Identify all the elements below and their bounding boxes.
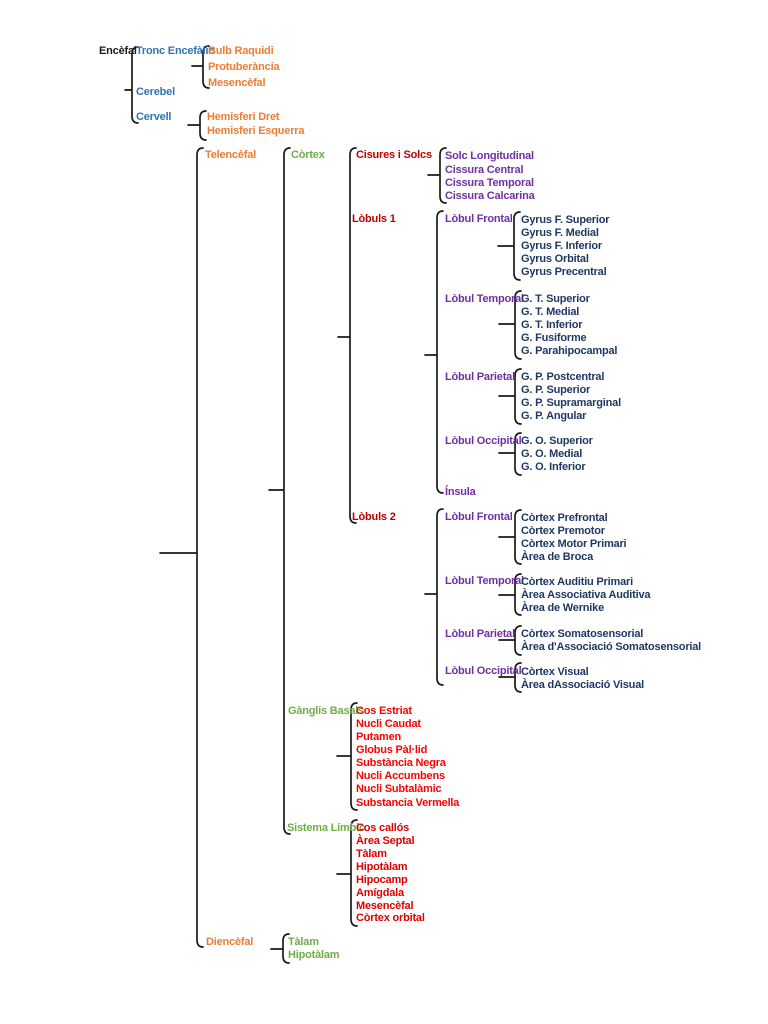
node-g-fusiforme: G. Fusiforme [521, 332, 587, 344]
bracket-connector [268, 147, 291, 835]
bracket-connector [498, 432, 522, 476]
node-cortex-prefrontal: Còrtex Prefrontal [521, 512, 608, 524]
node-area-dassociacio-visual: Àrea dAssociació Visual [521, 679, 644, 691]
node-sistema-limbic: Sistema Límbic [287, 822, 365, 834]
node-hipotalam: Hipotàlam [288, 949, 340, 961]
node-area-de-broca: Àrea de Broca [521, 551, 593, 563]
node-g-p-supramarginal: G. P. Supramarginal [521, 397, 621, 409]
bracket-connector [498, 290, 522, 360]
bracket-connector [336, 819, 358, 927]
node-cos-estriat: Cos Estriat [356, 705, 412, 717]
bracket-connector [427, 147, 447, 204]
node-lobul-occipital: Lòbul Occipital [445, 665, 522, 677]
node-lobul-temporal: Lòbul Temporal [445, 293, 524, 305]
node-cissura-temporal: Cissura Temporal [445, 177, 534, 189]
node-lobul-occipital: Lòbul Occipital [445, 435, 522, 447]
bracket-connector [498, 368, 522, 425]
node-g-t-superior: G. T. Superior [521, 293, 590, 305]
node-lobuls-2: Lòbuls 2 [352, 511, 396, 523]
node-encefal: Encèfal [99, 45, 137, 57]
node-g-p-postcentral: G. P. Postcentral [521, 371, 605, 383]
node-g-o-medial: G. O. Medial [521, 448, 583, 460]
bracket-connector [337, 147, 357, 524]
bracket-connector [187, 110, 207, 141]
node-hipotalam: Hipotàlam [356, 861, 408, 873]
node-lobul-parietal: Lòbul Parietal [445, 628, 515, 640]
node-talam: Tàlam [288, 936, 319, 948]
node-gyrus-f-superior: Gyrus F. Superior [521, 214, 610, 226]
node-putamen: Putamen [356, 731, 402, 743]
bracket-connector [498, 573, 522, 616]
node-insula: Ínsula [445, 486, 476, 498]
node-amigdala: Amígdala [356, 887, 404, 899]
node-hemisferi-esquerra: Hemisferi Esquerra [207, 125, 305, 137]
node-area-de-wernike: Àrea de Wernike [521, 602, 605, 614]
node-area-d-associacio-somatosensorial: Àrea d'Associació Somatosensorial [521, 641, 702, 653]
node-lobuls-1: Lòbuls 1 [352, 213, 396, 225]
bracket-connector [424, 508, 444, 686]
node-substancia-negra: Substància Negra [356, 757, 446, 769]
node-cortex-orbital: Còrtex orbital [356, 912, 425, 924]
node-gyrus-precentral: Gyrus Precentral [521, 266, 607, 278]
node-cortex-motor-primari: Còrtex Motor Primari [521, 538, 627, 550]
node-cortex-premotor: Còrtex Premotor [521, 525, 605, 537]
bracket-connector [336, 702, 358, 811]
node-g-p-superior: G. P. Superior [521, 384, 591, 396]
node-nucli-accumbens: Nucli Accumbens [356, 770, 445, 782]
bracket-connector [159, 147, 204, 948]
node-telencefal: Telencèfal [205, 149, 256, 161]
node-solc-longitudinal: Solc Longitudinal [445, 150, 534, 162]
node-gyrus-f-inferior: Gyrus F. Inferior [521, 240, 602, 252]
node-nucli-subtalamic: Nucli Subtalàmic [356, 783, 442, 795]
node-g-t-medial: G. T. Medial [521, 306, 580, 318]
node-cervell: Cervell [136, 111, 172, 123]
node-nucli-caudat: Nucli Caudat [356, 718, 421, 730]
node-hipocamp: Hipocamp [356, 874, 408, 886]
node-g-o-superior: G. O. Superior [521, 435, 593, 447]
node-lobul-frontal: Lòbul Frontal [445, 213, 513, 225]
node-tronc-encefalic: Tronc Encefàlic [136, 45, 215, 57]
node-lobul-parietal: Lòbul Parietal [445, 371, 515, 383]
node-g-p-angular: G. P. Angular [521, 410, 587, 422]
node-cisures-i-solcs: Cisures i Solcs [356, 149, 432, 161]
bracket-connector [424, 210, 444, 494]
node-lobul-temporal: Lòbul Temporal [445, 575, 524, 587]
node-area-septal: Àrea Septal [356, 835, 415, 847]
node-mesencefal: Mesencèfal [208, 77, 266, 89]
node-protuberancia: Protuberància [208, 61, 280, 73]
node-cos-callos: Cos callós [356, 822, 410, 834]
bracket-connector [270, 933, 290, 964]
node-lobul-frontal: Lòbul Frontal [445, 511, 513, 523]
node-cortex-somatosensorial: Còrtex Somatosensorial [521, 628, 644, 640]
bracket-connector [497, 211, 521, 281]
bracket-connector [191, 45, 210, 89]
node-g-o-inferior: G. O. Inferior [521, 461, 586, 473]
bracket-connector [498, 662, 522, 693]
node-globus-pal-lid: Globus Pàl·lid [356, 744, 428, 756]
node-cerebel: Cerebel [136, 86, 175, 98]
node-cortex-visual: Còrtex Visual [521, 666, 589, 678]
node-area-associativa-auditiva: Àrea Associativa Auditiva [521, 589, 651, 601]
node-hemisferi-dret: Hemisferi Dret [207, 111, 280, 123]
node-gyrus-orbital: Gyrus Orbital [521, 253, 589, 265]
node-gyrus-f-medial: Gyrus F. Medial [521, 227, 599, 239]
node-mesencefal: Mesencèfal [356, 900, 414, 912]
bracket-connector [498, 625, 522, 656]
node-diencefal: Diencèfal [206, 936, 254, 948]
node-cissura-calcarina: Cissura Calcarina [445, 190, 535, 202]
bracket-connector [124, 46, 139, 124]
node-ganglis-basals: Gànglis Basals [288, 705, 365, 717]
node-cissura-central: Cissura Central [445, 164, 524, 176]
node-cortex: Còrtex [291, 149, 325, 161]
node-substancia-vermella: Substancia Vermella [356, 797, 460, 809]
node-bulb-raquidi: Bulb Raquidi [208, 45, 274, 57]
bracket-connector [498, 509, 522, 565]
node-g-parahipocampal: G. Parahipocampal [521, 345, 618, 357]
node-cortex-auditiu-primari: Còrtex Auditiu Primari [521, 576, 633, 588]
node-g-t-inferior: G. T. Inferior [521, 319, 583, 331]
node-talam: Tàlam [356, 848, 387, 860]
